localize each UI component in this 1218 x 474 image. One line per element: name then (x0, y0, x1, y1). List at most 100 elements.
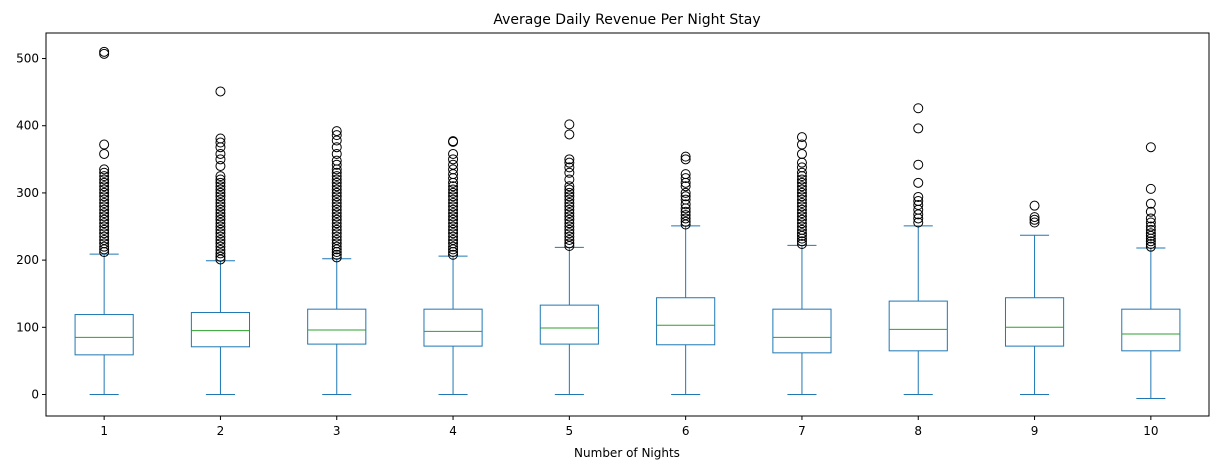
outlier-point (331, 181, 342, 192)
outlier-point (99, 139, 110, 150)
outlier-point (796, 197, 807, 208)
outlier-point (331, 194, 342, 205)
outlier-point (913, 103, 924, 114)
outlier-point (796, 218, 807, 229)
outlier-point (215, 171, 226, 182)
outlier-point (448, 164, 459, 175)
outlier-point (331, 171, 342, 182)
outlier-point (913, 200, 924, 211)
x-tick-label: 7 (798, 424, 806, 438)
outlier-point (796, 214, 807, 225)
outlier-point (796, 208, 807, 219)
outlier-point (448, 181, 459, 192)
outlier-point (1145, 183, 1156, 194)
outlier-point (796, 201, 807, 212)
outlier-point (331, 218, 342, 229)
outlier-point (564, 181, 575, 192)
outlier-point (331, 201, 342, 212)
outlier-point (99, 201, 110, 212)
outlier-point (331, 208, 342, 219)
outlier-point (564, 167, 575, 178)
outlier-point (99, 167, 110, 178)
outlier-point (99, 164, 110, 175)
outlier-point (215, 133, 226, 144)
outlier-point (215, 161, 226, 172)
outlier-point (564, 197, 575, 208)
outlier-point (99, 184, 110, 195)
outlier-point (1029, 200, 1040, 211)
outlier-point (331, 241, 342, 252)
outlier-point (564, 119, 575, 130)
outlier-point (680, 191, 691, 202)
outlier-point (99, 208, 110, 219)
outlier-point (680, 173, 691, 184)
outlier-point (331, 159, 342, 170)
outlier-point (796, 204, 807, 215)
outlier-point (1145, 206, 1156, 217)
outlier-point (215, 154, 226, 165)
outlier-point (215, 181, 226, 192)
outlier-point (564, 204, 575, 215)
outlier-point (331, 228, 342, 239)
outlier-point (796, 238, 807, 249)
outlier-point (564, 234, 575, 245)
outlier-point (448, 201, 459, 212)
y-tick-label: 100 (16, 320, 39, 334)
x-tick-label: 3 (333, 424, 341, 438)
box (1121, 308, 1181, 352)
outlier-point (796, 194, 807, 205)
outlier-point (215, 228, 226, 239)
x-tick-label: 6 (682, 424, 690, 438)
outlier-point (331, 174, 342, 185)
outlier-point (680, 216, 691, 227)
outlier-point (215, 248, 226, 259)
box-group (190, 86, 251, 395)
outlier-point (99, 204, 110, 215)
outlier-point (448, 204, 459, 215)
outlier-point (448, 211, 459, 222)
outlier-point (99, 177, 110, 188)
x-tick-label: 5 (566, 424, 574, 438)
outlier-point (448, 221, 459, 232)
box-group (772, 132, 832, 395)
outlier-point (99, 224, 110, 235)
outlier-point (448, 136, 459, 147)
outlier-point (564, 201, 575, 212)
outlier-point (331, 184, 342, 195)
outlier-point (448, 154, 459, 165)
outlier-point (215, 191, 226, 202)
outlier-point (99, 228, 110, 239)
outlier-point (564, 129, 575, 140)
outlier-point (331, 177, 342, 188)
box (74, 314, 134, 356)
outlier-point (448, 231, 459, 242)
x-tick-label: 2 (217, 424, 225, 438)
outlier-point (331, 142, 342, 153)
outlier-point (215, 197, 226, 208)
outlier-point (448, 187, 459, 198)
outlier-point (99, 234, 110, 245)
outlier-point (1145, 221, 1156, 232)
outlier-point (564, 214, 575, 225)
outlier-point (99, 238, 110, 249)
outlier-point (1145, 213, 1156, 224)
outlier-point (564, 211, 575, 222)
y-tick-label: 0 (31, 387, 39, 401)
outlier-point (448, 234, 459, 245)
outlier-point (448, 148, 459, 159)
outlier-point (99, 48, 110, 59)
outlier-point (331, 167, 342, 178)
outlier-point (331, 204, 342, 215)
y-tick-label: 200 (16, 253, 39, 267)
outlier-point (331, 126, 342, 137)
outlier-point (564, 187, 575, 198)
outlier-point (913, 191, 924, 202)
box-group (539, 119, 599, 395)
outlier-point (796, 221, 807, 232)
outlier-point (331, 130, 342, 141)
outlier-point (1145, 228, 1156, 239)
outlier-point (215, 194, 226, 205)
outlier-point (331, 191, 342, 202)
outlier-point (913, 217, 924, 228)
outlier-point (680, 213, 691, 224)
